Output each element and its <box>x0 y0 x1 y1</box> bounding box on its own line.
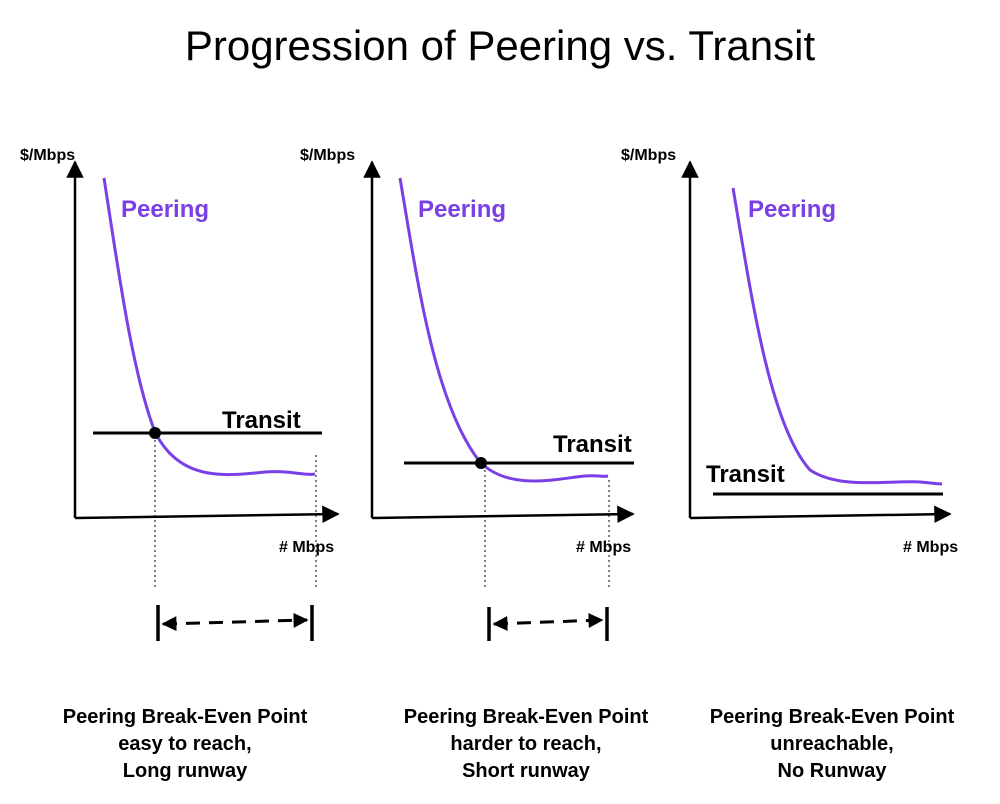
panel-2-transit-label: Transit <box>553 431 632 458</box>
panel-2-x-axis <box>371 505 635 523</box>
panel-3-caption-line-3: No Runway <box>777 760 887 782</box>
panel-3-peering-label: Peering <box>748 196 836 223</box>
panel-1-break-even-point <box>149 427 161 439</box>
panel-1-peering-label: Peering <box>121 196 209 223</box>
diagram-title: Progression of Peering vs. Transit <box>184 22 816 69</box>
panel-1: $/Mbps # Mbps Peering Transit <box>20 147 340 641</box>
panel-3-transit-label: Transit <box>706 461 785 488</box>
panel-1-peering-curve <box>102 177 316 477</box>
panel-1-caption-line-2: easy to reach, <box>118 733 252 755</box>
panel-3-caption-line-2: unreachable, <box>770 733 894 755</box>
panel-3-caption-line-1: Peering Break-Even Point <box>709 706 955 728</box>
panel-3-peering-curve <box>731 187 943 486</box>
panel-1-caption-line-1: Peering Break-Even Point <box>62 706 308 728</box>
panel-2-peering-label: Peering <box>418 196 506 223</box>
panel-1-transit-label: Transit <box>222 407 301 434</box>
panel-3-x-label: # Mbps <box>903 539 958 556</box>
panel-2-runway-indicator <box>487 607 609 641</box>
panel-3-y-label: $/Mbps <box>621 147 676 164</box>
panel-3: $/Mbps # Mbps Peering Transit <box>621 147 958 556</box>
panel-3-caption: Peering Break-Even Point unreachable, No… <box>670 704 994 785</box>
panel-1-x-axis <box>74 505 340 523</box>
panel-1-x-label: # Mbps <box>279 539 334 556</box>
panel-1-runway-indicator <box>156 605 314 641</box>
panel-3-x-axis <box>689 505 952 523</box>
panel-2-break-even-point <box>475 457 487 469</box>
panel-1-caption-line-3: Long runway <box>122 760 248 782</box>
panel-2-caption-line-2: harder to reach, <box>450 733 602 755</box>
panel-2-x-label: # Mbps <box>576 539 631 556</box>
panel-2-caption: Peering Break-Even Point harder to reach… <box>360 704 692 785</box>
panel-2-caption-line-1: Peering Break-Even Point <box>403 706 649 728</box>
panel-2-y-label: $/Mbps <box>300 147 355 164</box>
panel-2: $/Mbps # Mbps Peering Transit <box>300 147 635 641</box>
panel-1-caption: Peering Break-Even Point easy to reach, … <box>20 704 350 785</box>
panel-2-caption-line-3: Short runway <box>462 760 590 782</box>
panel-1-y-label: $/Mbps <box>20 147 75 164</box>
